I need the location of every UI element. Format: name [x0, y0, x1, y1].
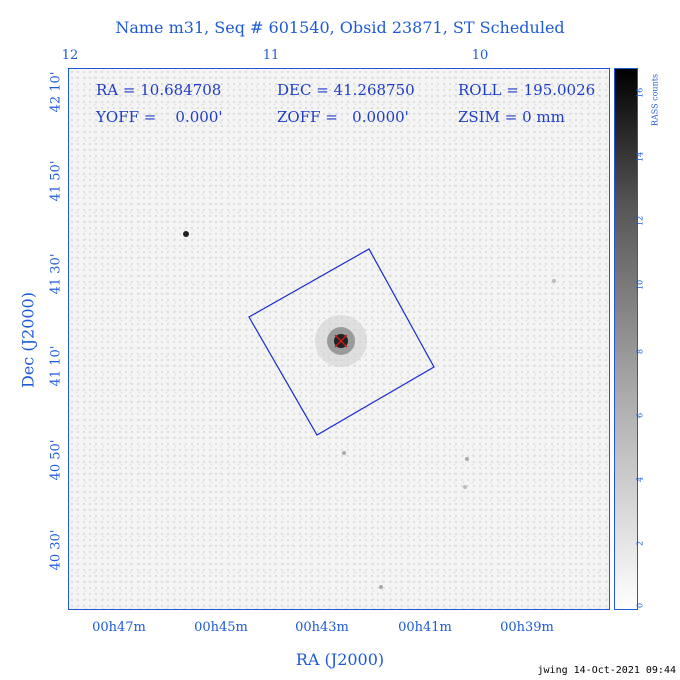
- bottom-tick-label: 00h41m: [398, 620, 452, 635]
- colorbar-tick: 4: [635, 476, 645, 482]
- bottom-tick-label: 00h45m: [194, 620, 248, 635]
- plot-title: Name m31, Seq # 601540, Obsid 23871, ST …: [115, 18, 565, 37]
- ra-readout: RA = 10.684708: [96, 81, 222, 99]
- colorbar-tick: 0: [635, 602, 645, 608]
- zsim-readout: ZSIM = 0 mm: [458, 108, 565, 126]
- colorbar-tick: 10: [635, 279, 645, 290]
- left-tick-label: 41 50': [48, 160, 64, 202]
- y-axis-label: Dec (J2000): [18, 292, 38, 388]
- left-tick-label: 40 30': [48, 529, 64, 571]
- left-tick-label: 40 50': [48, 439, 64, 481]
- sky-image-panel[interactable]: RA = 10.684708 DEC = 41.268750 ROLL = 19…: [68, 68, 610, 610]
- target-marker-icon: [334, 334, 348, 348]
- left-tick-label: 42 10': [48, 71, 64, 113]
- colorbar-tick: 16: [635, 87, 645, 98]
- left-tick-label: 41 10': [48, 345, 64, 387]
- colorbar-tick: 6: [635, 412, 645, 418]
- dec-readout: DEC = 41.268750: [277, 81, 415, 99]
- colorbar-tick: 8: [635, 348, 645, 354]
- instrument-footprint: [248, 248, 435, 436]
- point-source: [183, 231, 189, 237]
- roll-readout: ROLL = 195.0026: [458, 81, 596, 99]
- colorbar: [614, 68, 638, 610]
- point-source: [552, 279, 556, 283]
- point-source: [465, 457, 469, 461]
- top-tick-label: 11: [262, 48, 280, 63]
- timestamp-footer: jwing 14-Oct-2021 09:44: [537, 665, 676, 676]
- bottom-tick-label: 00h39m: [500, 620, 554, 635]
- colorbar-tick: 14: [635, 151, 645, 162]
- x-axis-label: RA (J2000): [295, 650, 385, 669]
- colorbar-tick: 2: [635, 540, 645, 546]
- bottom-tick-label: 00h47m: [92, 620, 146, 635]
- point-source: [463, 485, 467, 489]
- top-tick-label: 12: [61, 48, 79, 63]
- bottom-tick-label: 00h43m: [295, 620, 349, 635]
- top-tick-label: 10: [471, 48, 489, 63]
- colorbar-tick: 12: [635, 215, 645, 226]
- point-source: [342, 451, 346, 455]
- left-tick-label: 41 30': [48, 253, 64, 295]
- yoff-readout: YOFF = 0.000': [96, 108, 223, 126]
- point-source: [379, 585, 383, 589]
- sky-overlay: [183, 231, 556, 589]
- zoff-readout: ZOFF = 0.0000': [277, 108, 409, 126]
- colorbar-label: RASS counts: [650, 73, 660, 127]
